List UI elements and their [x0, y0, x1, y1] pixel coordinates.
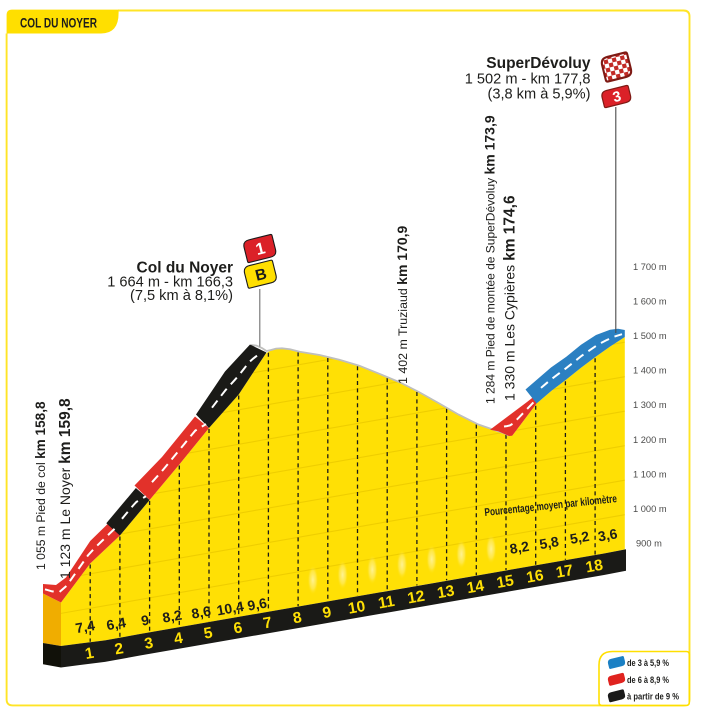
- svg-text:de 6 à 8,9 %: de 6 à 8,9 %: [627, 675, 669, 686]
- svg-text:1 330 m Les Cypières km 174,6: 1 330 m Les Cypières km 174,6: [502, 195, 519, 401]
- svg-text:1: 1: [254, 239, 267, 259]
- svg-text:1 100 m: 1 100 m: [633, 469, 667, 479]
- svg-text:13: 13: [436, 582, 456, 602]
- svg-text:14: 14: [466, 577, 486, 597]
- svg-text:9,6: 9,6: [246, 595, 268, 614]
- svg-text:6,4: 6,4: [105, 614, 127, 633]
- svg-text:3,6: 3,6: [597, 525, 619, 544]
- svg-text:3: 3: [611, 89, 623, 106]
- svg-text:6: 6: [232, 619, 244, 637]
- svg-text:7,4: 7,4: [74, 617, 96, 636]
- svg-text:1 502 m - km 177,8: 1 502 m - km 177,8: [465, 72, 591, 88]
- svg-text:16: 16: [525, 567, 545, 587]
- svg-text:5,2: 5,2: [569, 528, 591, 547]
- svg-text:1 664 m - km 166,3: 1 664 m - km 166,3: [107, 275, 233, 291]
- svg-text:de 3 à 5,9 %: de 3 à 5,9 %: [627, 658, 669, 669]
- svg-text:11: 11: [377, 593, 396, 613]
- svg-text:1 000 m: 1 000 m: [633, 504, 667, 514]
- svg-text:5: 5: [202, 624, 214, 642]
- svg-text:1 300 m: 1 300 m: [633, 400, 667, 410]
- svg-text:Col du Noyer: Col du Noyer: [137, 260, 233, 277]
- svg-text:1 055 m Pied de col km 158,8: 1 055 m Pied de col km 158,8: [33, 401, 48, 570]
- svg-text:7: 7: [262, 614, 273, 632]
- svg-text:1 402 m Truziaud km 170,9: 1 402 m Truziaud km 170,9: [394, 225, 410, 384]
- svg-text:9: 9: [140, 612, 151, 629]
- svg-text:8: 8: [292, 609, 304, 627]
- svg-text:15: 15: [495, 572, 515, 592]
- svg-text:3: 3: [143, 635, 155, 653]
- svg-text:18: 18: [584, 557, 604, 577]
- svg-text:4: 4: [173, 630, 185, 648]
- svg-text:5,8: 5,8: [538, 533, 560, 552]
- svg-text:12: 12: [406, 588, 426, 608]
- svg-text:1: 1: [84, 645, 96, 663]
- svg-text:1 200 m: 1 200 m: [633, 435, 667, 445]
- svg-text:1 123 m Le Noyer km 159,8: 1 123 m Le Noyer km 159,8: [57, 398, 74, 579]
- svg-text:2: 2: [113, 640, 124, 658]
- svg-text:9: 9: [321, 604, 333, 622]
- svg-text:1 500 m: 1 500 m: [633, 331, 667, 341]
- svg-text:8,2: 8,2: [161, 607, 183, 626]
- svg-text:10: 10: [347, 598, 367, 618]
- svg-text:1 700 m: 1 700 m: [633, 262, 667, 272]
- svg-text:8,6: 8,6: [190, 603, 212, 622]
- svg-text:8,2: 8,2: [508, 538, 530, 557]
- svg-text:B: B: [254, 266, 269, 285]
- svg-text:COL DU NOYER: COL DU NOYER: [20, 16, 97, 31]
- svg-text:1 400 m: 1 400 m: [633, 366, 667, 376]
- svg-text:(7,5 km à 8,1%): (7,5 km à 8,1%): [130, 288, 233, 304]
- svg-text:SuperDévoluy: SuperDévoluy: [486, 55, 591, 72]
- svg-text:1 284 m Pied de montée de Supe: 1 284 m Pied de montée de SuperDévoluy k…: [482, 115, 498, 404]
- svg-text:17: 17: [555, 562, 575, 582]
- svg-text:1 600 m: 1 600 m: [633, 297, 667, 307]
- svg-text:900 m: 900 m: [636, 538, 662, 548]
- svg-text:à partir de 9 %: à partir de 9 %: [627, 691, 679, 702]
- svg-text:10,4: 10,4: [215, 598, 245, 619]
- svg-text:(3,8 km à 5,9%): (3,8 km à 5,9%): [487, 87, 590, 103]
